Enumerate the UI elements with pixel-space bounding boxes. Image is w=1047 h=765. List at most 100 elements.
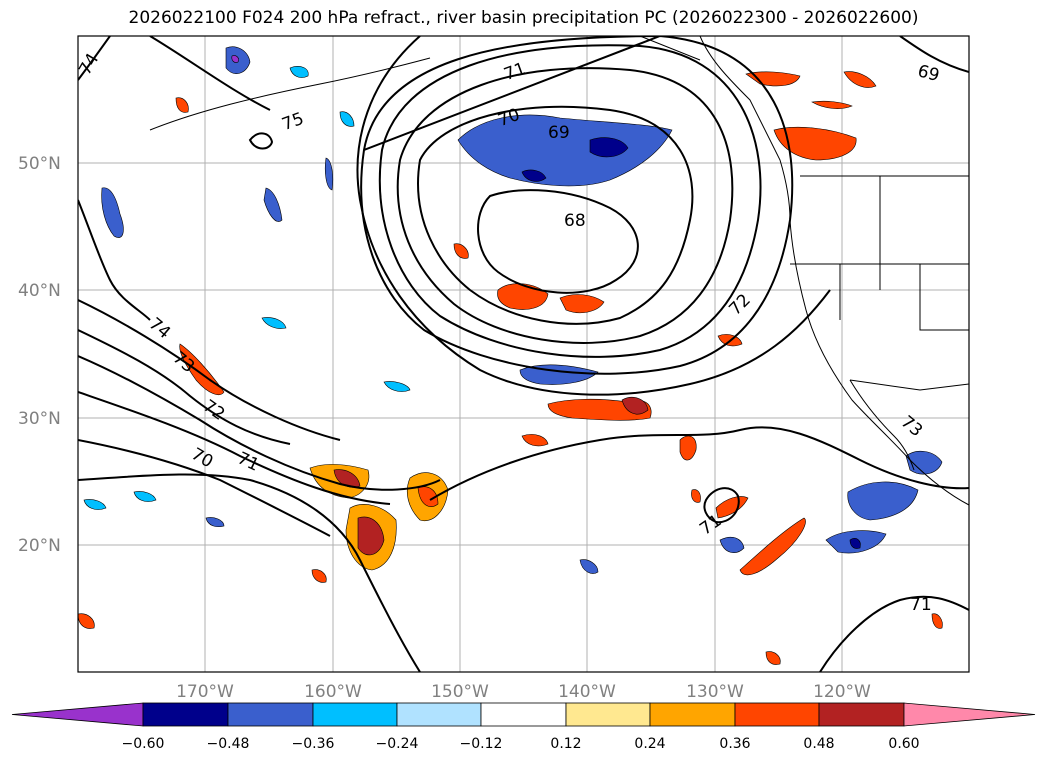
anomaly-positive-hawaii-west-core	[357, 516, 385, 556]
anomaly-positive-pnw	[773, 126, 857, 161]
colorbar-tick-4: −0.24	[376, 736, 419, 752]
anomaly-negative-hawaii	[579, 559, 599, 574]
anomaly-negative-baja-offshore	[719, 536, 745, 553]
anomaly-positive-subtropical-core	[621, 397, 649, 415]
contour-70-west	[78, 439, 331, 537]
anomaly-positive-hawaii-east-core	[417, 486, 439, 507]
anomaly-positive-small-2	[78, 613, 95, 629]
contour-72-west	[78, 355, 441, 491]
colorbar-swatch-9	[818, 702, 905, 727]
anomaly-negative-small-6	[205, 517, 225, 528]
anomaly-negative-small-5	[83, 499, 107, 510]
contour-label-71-south: 71	[910, 595, 932, 615]
anomaly-positive-small-1	[175, 97, 189, 113]
contour-west-edge	[78, 199, 151, 321]
colorbar-tick-9: 0.48	[803, 736, 834, 752]
lon-label-120w: 120°W	[813, 682, 871, 702]
contour-71-west	[78, 391, 391, 505]
anomaly-positive-small-6	[765, 651, 781, 665]
refractivity-contours	[78, 36, 969, 672]
anomaly-positive-small-3	[521, 434, 549, 447]
colorbar-swatch-2	[227, 702, 314, 727]
colorbar-extend-left	[11, 702, 144, 727]
negative-anomalies	[83, 46, 943, 574]
coastlines	[149, 36, 969, 506]
contour-68	[477, 189, 639, 294]
colorbar-tick-10: 0.60	[888, 736, 919, 752]
contour-70-ring	[396, 67, 734, 344]
lat-label-40: 40°N	[18, 281, 61, 301]
contour-72-ring	[360, 36, 794, 375]
colorbar-tick-8: 0.36	[719, 736, 750, 752]
anomaly-negative-small-2	[261, 317, 287, 329]
colorbar-swatch-3	[312, 702, 398, 727]
anomaly-positive-small-4	[453, 243, 469, 259]
anomaly-positive-east-streak-2	[715, 496, 749, 519]
anomaly-negative-small-1	[289, 66, 309, 78]
anomaly-positive-east-streak-1	[739, 517, 806, 576]
contour-71-mid	[429, 426, 969, 501]
contour-71-south	[819, 595, 969, 672]
lat-label-20: 20°N	[18, 536, 61, 556]
border-us-mexico	[849, 379, 969, 391]
anomaly-negative-gulf-alaska	[457, 114, 673, 187]
colorbar-tick-1: −0.60	[122, 736, 165, 752]
map-frame	[77, 35, 970, 673]
lat-label-50: 50°N	[18, 154, 61, 174]
anomaly-positive-hawaii-north-1-core	[333, 469, 361, 488]
contour-label-68: 68	[564, 211, 586, 231]
map-title: 2026022100 F024 200 hPa refract., river …	[128, 8, 919, 28]
anomaly-negative-mexico-core	[849, 538, 861, 549]
lon-label-150w: 150°W	[431, 682, 489, 702]
coastline-alaska	[639, 36, 701, 61]
colorbar-extend-right	[903, 702, 1036, 727]
colorbar-tick-2: −0.48	[207, 736, 250, 752]
anomaly-negative-small-4	[133, 491, 157, 502]
contour-74-nw	[78, 36, 111, 81]
colorbar-ticks: −0.60 −0.48 −0.36 −0.24 −0.12 0.12 0.24 …	[122, 736, 920, 752]
anomaly-negative-gulf-alaska-core	[589, 137, 629, 158]
anomaly-positive-canada-2	[843, 71, 877, 88]
colorbar-swatch-8	[734, 702, 820, 727]
lon-label-160w: 160°W	[304, 682, 362, 702]
anomaly-negative-west-2	[263, 187, 283, 222]
contour-74-west	[78, 299, 341, 441]
colorbar-tick-6: 0.12	[550, 736, 581, 752]
anomaly-negative-west-3	[324, 157, 334, 191]
colorbar-tick-5: −0.12	[460, 736, 503, 752]
latitude-labels: 50°N 40°N 30°N 20°N	[18, 154, 61, 556]
positive-anomalies	[78, 71, 943, 665]
anomaly-positive-small-8	[311, 569, 327, 583]
contour-69-ne	[899, 36, 969, 73]
lat-label-30: 30°N	[18, 409, 61, 429]
contour-71-loop	[703, 487, 740, 524]
contour-71-tropics	[78, 473, 421, 672]
anomaly-negative-small-3	[383, 381, 411, 392]
anomaly-negative-small-7	[339, 111, 355, 127]
contour-73-west	[78, 329, 291, 445]
anomaly-negative-subtropical	[519, 364, 599, 385]
anomaly-negative-west-1	[101, 187, 124, 238]
colorbar-swatch-1	[142, 702, 229, 727]
colorbar	[11, 702, 1036, 727]
anomaly-positive-small-7	[931, 613, 943, 629]
anomaly-positive-canada-3	[811, 100, 853, 109]
colorbar-swatch-4	[396, 702, 482, 727]
coastline-north-america	[699, 36, 969, 506]
anomaly-positive-small-9	[691, 489, 701, 503]
anomaly-negative-gulf-alaska-core2	[521, 169, 547, 182]
aleutian-islands	[149, 57, 431, 131]
colorbar-swatch-7	[649, 702, 736, 727]
coastline-baja	[849, 379, 915, 471]
colorbar-tick-7: 0.24	[634, 736, 665, 752]
longitude-labels: 170°W 160°W 150°W 140°W 130°W 120°W	[176, 682, 871, 702]
colorbar-swatch-5	[480, 702, 567, 727]
contour-75	[149, 36, 274, 150]
colorbar-tick-3: −0.36	[292, 736, 335, 752]
lon-label-170w: 170°W	[176, 682, 234, 702]
anomaly-positive-low-south-2	[559, 294, 605, 314]
lon-label-130w: 130°W	[686, 682, 744, 702]
state-border-3	[919, 264, 969, 331]
contour-69	[417, 105, 694, 325]
